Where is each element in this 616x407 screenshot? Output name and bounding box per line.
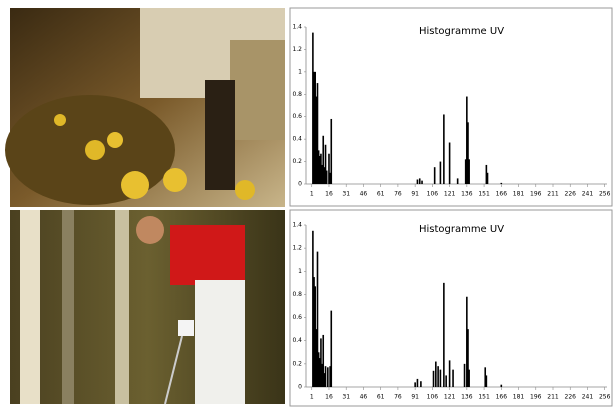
x-tick-label: 46 [360, 191, 368, 198]
bar [440, 162, 442, 184]
x-tick-label: 91 [411, 191, 419, 198]
bar [440, 370, 442, 387]
bar [468, 370, 470, 387]
x-tick-label: 136 [461, 191, 473, 198]
bar [486, 375, 488, 387]
y-tick-label: 1.2 [292, 245, 302, 252]
bar [417, 379, 419, 387]
x-tick-label: 106 [427, 191, 439, 198]
chart-frame [290, 210, 612, 406]
x-tick-label: 151 [478, 191, 490, 198]
x-tick-label: 16 [325, 191, 333, 198]
bar [327, 367, 329, 387]
bar [501, 183, 503, 184]
y-tick-label: 0.6 [292, 113, 302, 120]
x-tick-label: 121 [444, 191, 456, 198]
x-tick-label: 211 [547, 191, 559, 198]
bar [421, 181, 423, 184]
x-tick-label: 31 [342, 394, 350, 401]
bar [435, 362, 437, 387]
x-tick-label: 256 [599, 191, 611, 198]
x-tick-label: 151 [478, 394, 490, 401]
x-tick-label: 106 [427, 394, 439, 401]
bar [443, 114, 445, 184]
x-tick-label: 1 [310, 191, 314, 198]
x-tick-label: 166 [496, 191, 508, 198]
bar [487, 173, 489, 184]
bar [326, 171, 328, 184]
bar [437, 366, 439, 387]
y-tick-label: 1.4 [292, 24, 302, 31]
x-tick-label: 136 [461, 394, 473, 401]
bar [443, 283, 445, 387]
x-tick-label: 241 [582, 394, 594, 401]
x-tick-label: 91 [411, 394, 419, 401]
chart-title: Histogramme UV [419, 224, 504, 235]
x-tick-label: 196 [530, 394, 542, 401]
chart-title: Histogramme UV [419, 26, 504, 37]
histogram-panel: Histogramme UV 0 0.2 0.4 0.6 0.8 1 1.2 1.4 1 16 31 4… [290, 210, 612, 406]
x-tick-label: 226 [565, 191, 577, 198]
x-tick-label: 211 [547, 394, 559, 401]
x-tick-label: 226 [565, 394, 577, 401]
y-tick-label: 0.4 [292, 337, 302, 344]
bar [330, 311, 332, 387]
bar [433, 371, 435, 387]
bar [414, 382, 416, 387]
bar [449, 143, 451, 184]
x-tick-label: 256 [599, 394, 611, 401]
histogram-panel: Histogramme UV 0 0.2 0.4 0.6 0.8 1 1.2 1.4 1 16 31 4… [290, 8, 612, 206]
x-tick-label: 1 [310, 394, 314, 401]
chart-frame [290, 8, 612, 206]
y-tick-label: 0.6 [292, 314, 302, 321]
x-tick-label: 181 [513, 191, 525, 198]
y-tick-label: 0 [298, 384, 302, 391]
bar [464, 364, 466, 387]
bar [419, 178, 421, 184]
x-tick-label: 121 [444, 394, 456, 401]
bar [501, 385, 503, 387]
x-tick-label: 16 [325, 394, 333, 401]
screenshot: Histogramme UV 0 0.2 0.4 0.6 0.8 1 1.2 1.4 1 16 31 4… [0, 0, 616, 407]
bar [417, 180, 419, 184]
bar [452, 370, 454, 387]
bar [434, 167, 436, 184]
y-tick-label: 1.2 [292, 46, 302, 53]
y-tick-label: 1 [298, 268, 302, 275]
bar [330, 119, 332, 184]
photo-flowers [5, 8, 285, 207]
y-tick-label: 1.4 [292, 222, 302, 229]
x-tick-label: 196 [530, 191, 542, 198]
bar [468, 159, 470, 184]
bar [445, 375, 447, 387]
photo-golfer [10, 210, 285, 404]
x-tick-label: 181 [513, 394, 525, 401]
y-tick-label: 0.8 [292, 91, 302, 98]
x-tick-label: 31 [342, 191, 350, 198]
y-tick-label: 0.2 [292, 158, 302, 165]
x-tick-label: 166 [496, 394, 508, 401]
y-tick-label: 1 [298, 68, 302, 75]
x-tick-label: 241 [582, 191, 594, 198]
bar [449, 360, 451, 387]
x-tick-label: 76 [394, 191, 402, 198]
x-tick-label: 61 [377, 191, 385, 198]
y-tick-label: 0 [298, 181, 302, 188]
y-tick-label: 0.8 [292, 291, 302, 298]
bar [457, 178, 459, 184]
x-tick-label: 46 [360, 394, 368, 401]
x-tick-label: 61 [377, 394, 385, 401]
y-tick-label: 0.2 [292, 360, 302, 367]
x-tick-label: 76 [394, 394, 402, 401]
y-tick-label: 0.4 [292, 136, 302, 143]
bar [420, 381, 422, 387]
bar [325, 366, 327, 387]
